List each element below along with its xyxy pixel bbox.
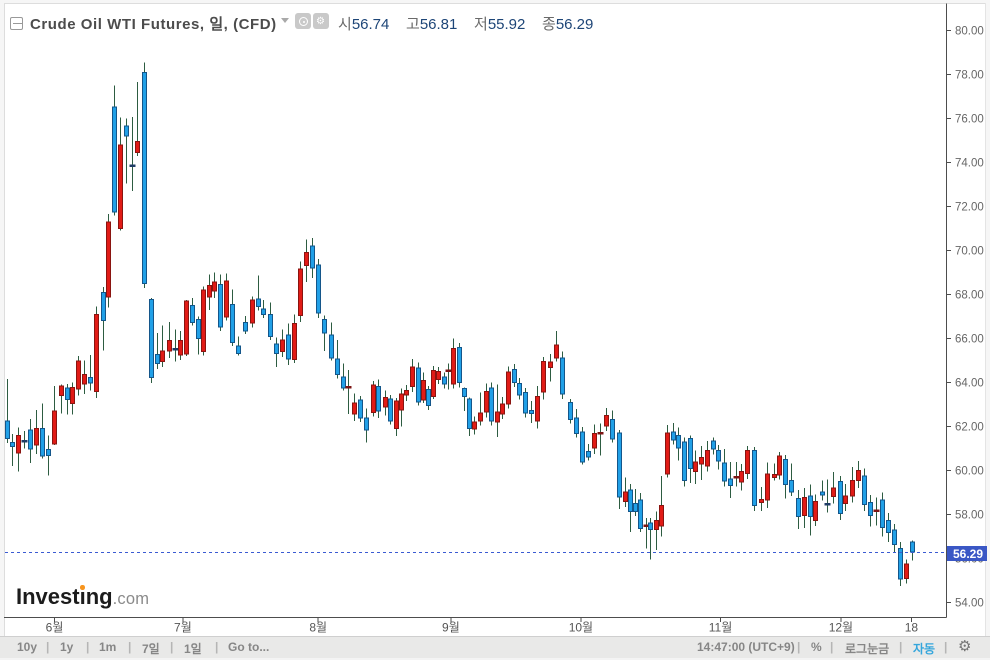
svg-text:54.00: 54.00: [955, 598, 984, 610]
svg-text:10월: 10월: [569, 621, 593, 635]
svg-text:56.29: 56.29: [953, 547, 983, 561]
svg-text:18: 18: [905, 621, 919, 635]
svg-text:76.00: 76.00: [955, 114, 984, 126]
svg-text:60.00: 60.00: [955, 466, 984, 478]
svg-text:78.00: 78.00: [955, 70, 984, 82]
svg-text:8월: 8월: [309, 621, 327, 635]
svg-text:70.00: 70.00: [955, 246, 984, 258]
svg-text:58.00: 58.00: [955, 510, 984, 522]
svg-text:12월: 12월: [829, 621, 853, 635]
svg-text:68.00: 68.00: [955, 290, 984, 302]
svg-text:72.00: 72.00: [955, 202, 984, 214]
svg-text:62.00: 62.00: [955, 422, 984, 434]
svg-text:66.00: 66.00: [955, 334, 984, 346]
svg-text:80.00: 80.00: [955, 26, 984, 38]
svg-text:6월: 6월: [46, 621, 64, 635]
svg-text:74.00: 74.00: [955, 158, 984, 170]
svg-text:11월: 11월: [709, 621, 733, 635]
svg-text:7월: 7월: [174, 621, 192, 635]
svg-text:9월: 9월: [442, 621, 460, 635]
svg-text:64.00: 64.00: [955, 378, 984, 390]
